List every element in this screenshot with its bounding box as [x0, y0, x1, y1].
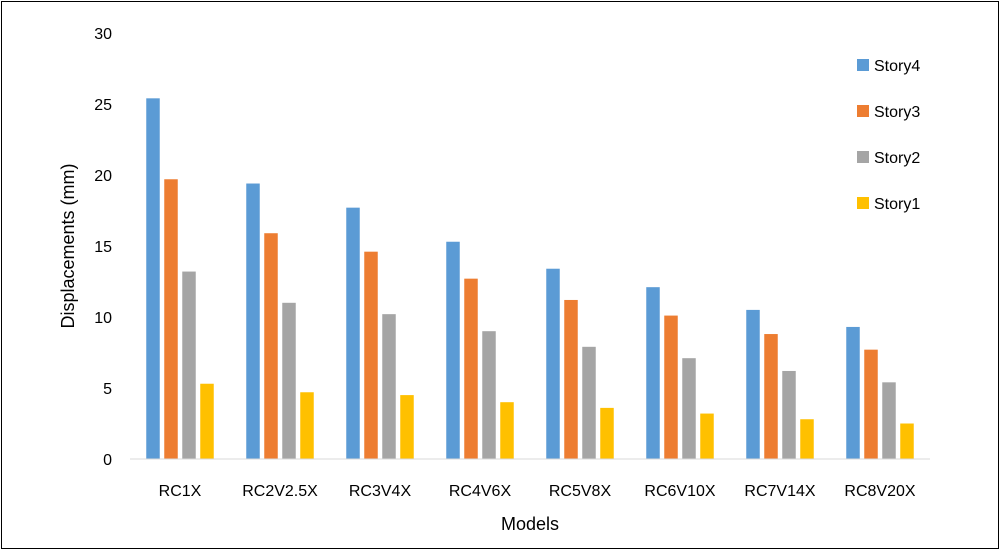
x-tick-label: RC7V14X: [744, 483, 815, 500]
bar-story1-rc6v10x: [700, 413, 714, 459]
bar-story3-rc4v6x: [464, 278, 478, 459]
y-tick-label: 20: [94, 168, 112, 185]
x-tick-label: RC1X: [159, 483, 202, 500]
x-tick-label: RC2V2.5X: [242, 483, 318, 500]
bar-story4-rc6v10x: [646, 287, 660, 459]
bar-story3-rc2v2.5x: [264, 233, 278, 459]
legend-label-story2: Story2: [874, 150, 920, 167]
bar-story4-rc5v8x: [546, 268, 560, 459]
legend-label-story3: Story3: [874, 104, 920, 121]
bar-story2-rc8v20x: [882, 382, 896, 459]
bar-story2-rc1x: [182, 271, 196, 459]
y-tick-label: 0: [103, 452, 112, 469]
x-tick-label: RC6V10X: [644, 483, 715, 500]
legend-swatch-story4: [857, 59, 869, 71]
legend-label-story4: Story4: [874, 58, 920, 75]
bar-story2-rc5v8x: [582, 346, 596, 459]
bar-story1-rc4v6x: [500, 402, 514, 459]
bar-story1-rc5v8x: [600, 407, 614, 459]
bar-story4-rc8v20x: [846, 326, 860, 459]
bar-story3-rc6v10x: [664, 315, 678, 459]
bar-story1-rc1x: [200, 383, 214, 459]
x-tick-label: RC3V4X: [349, 483, 412, 500]
y-axis-ticks: 0 5 10 15 20 25 30: [94, 26, 112, 469]
bar-story4-rc4v6x: [446, 241, 460, 459]
bar-story1-rc8v20x: [900, 423, 914, 459]
bar-story4-rc2v2.5x: [246, 183, 260, 459]
legend: Story4 Story3 Story2 Story1: [857, 58, 920, 213]
y-tick-label: 5: [103, 381, 112, 398]
bar-story3-rc1x: [164, 179, 178, 459]
bar-story3-rc3v4x: [364, 251, 378, 459]
x-tick-label: RC4V6X: [449, 483, 512, 500]
legend-swatch-story3: [857, 105, 869, 117]
legend-label-story1: Story1: [874, 196, 920, 213]
bar-story4-rc1x: [146, 98, 160, 459]
bar-story4-rc3v4x: [346, 207, 360, 459]
legend-swatch-story2: [857, 151, 869, 163]
bar-story2-rc7v14x: [782, 370, 796, 459]
bar-story3-rc8v20x: [864, 349, 878, 459]
bar-story2-rc4v6x: [482, 331, 496, 459]
y-tick-label: 15: [94, 239, 112, 256]
bars-group: [146, 98, 914, 459]
bar-story4-rc7v14x: [746, 309, 760, 459]
x-tick-label: RC8V20X: [844, 483, 915, 500]
bar-story3-rc5v8x: [564, 299, 578, 459]
x-axis-title: Models: [501, 514, 559, 534]
bar-story3-rc7v14x: [764, 334, 778, 459]
bar-story2-rc6v10x: [682, 358, 696, 459]
y-tick-label: 25: [94, 97, 112, 114]
bar-story1-rc7v14x: [800, 419, 814, 459]
y-tick-label: 30: [94, 26, 112, 43]
x-tick-label: RC5V8X: [549, 483, 612, 500]
y-tick-label: 10: [94, 310, 112, 327]
bar-story2-rc2v2.5x: [282, 302, 296, 459]
legend-swatch-story1: [857, 197, 869, 209]
x-axis-ticks: RC1X RC2V2.5X RC3V4X RC4V6X RC5V8X RC6V10X RC7…: [159, 483, 916, 500]
bar-story1-rc2v2.5x: [300, 392, 314, 459]
y-axis-title: Displacements (mm): [58, 163, 78, 328]
bar-story2-rc3v4x: [382, 314, 396, 459]
bar-story1-rc3v4x: [400, 395, 414, 459]
